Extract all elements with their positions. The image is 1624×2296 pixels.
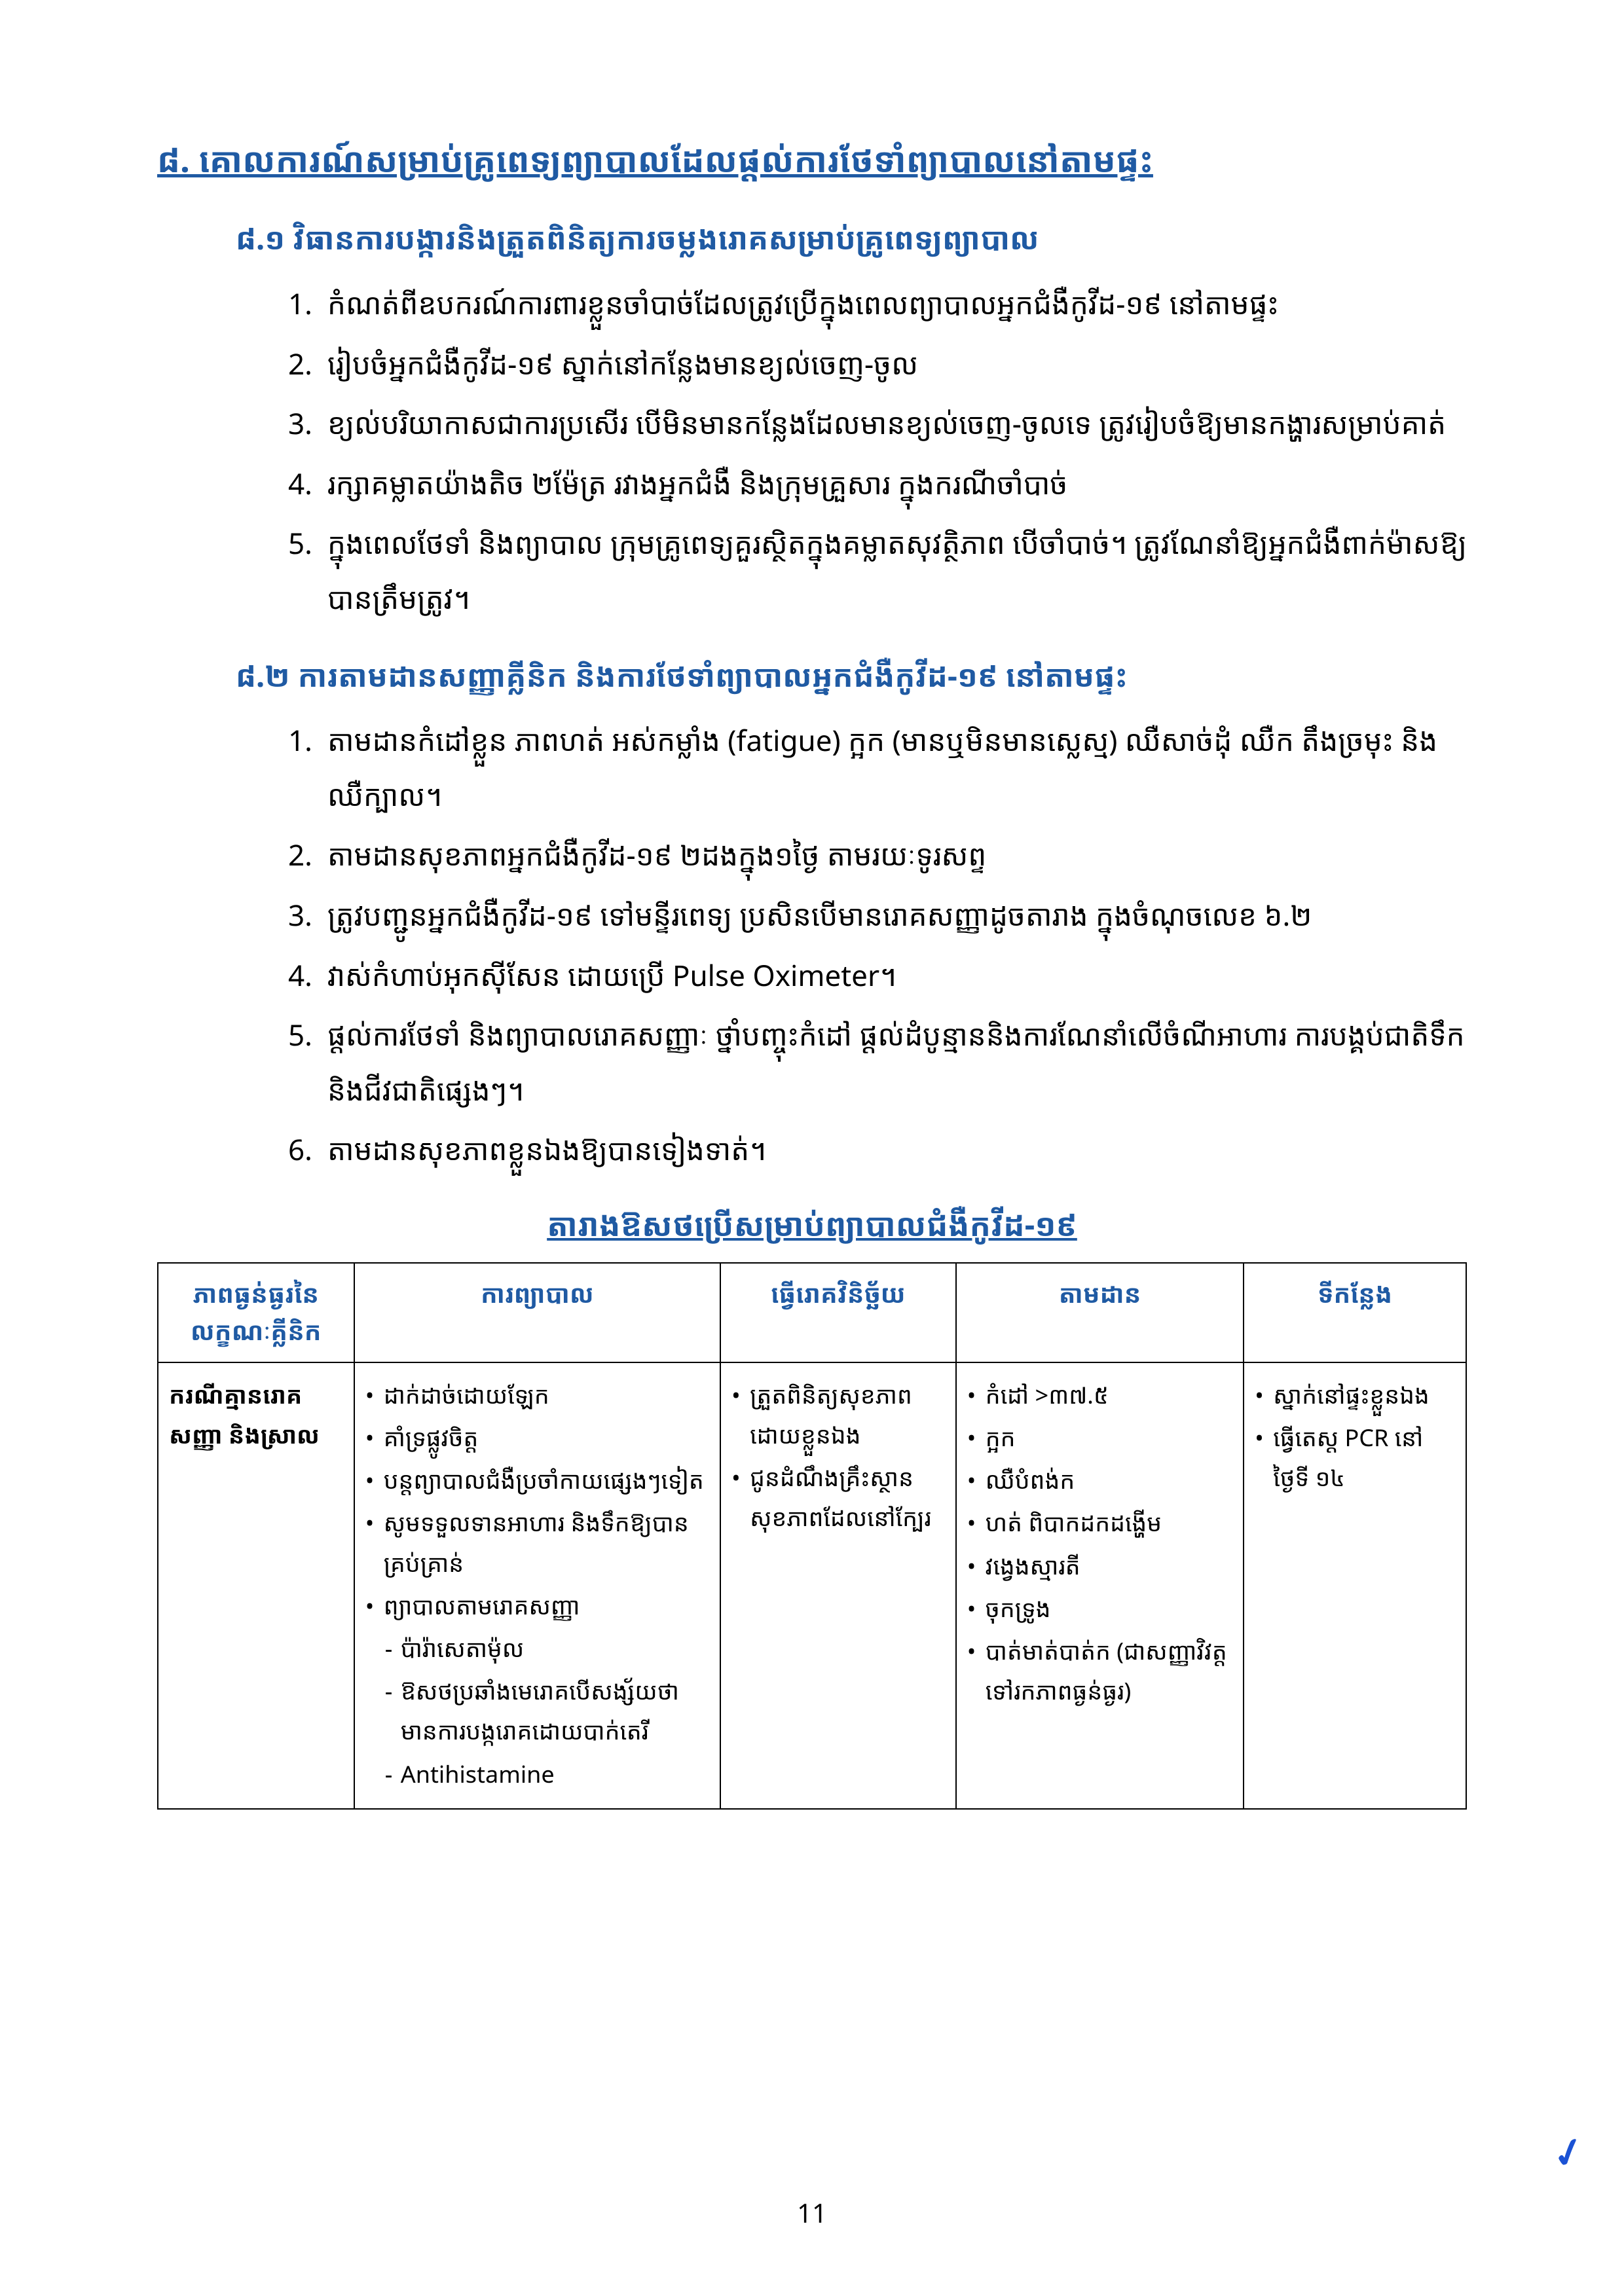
list-text: រក្សាគម្លាតយ៉ាងតិច ២ម៉ែត្រ រវាងអ្នកជំងឺ …: [327, 456, 1467, 511]
list-text: តាមដានសុខភាពអ្នកជំងឺកូវីដ-១៩ ២ដងក្នុង១ថ្…: [327, 828, 1467, 883]
row-label: ករណីគ្មានរោគសញ្ញា និងស្រាល: [158, 1362, 354, 1809]
list-text: ខ្យល់បរិយាកាសជាការប្រសើរ បើមិនមានកន្លែងដ…: [327, 396, 1467, 451]
signature-mark: ✓: [1545, 2121, 1591, 2181]
bullet-item: ជូនដំណឹងគ្រឹះស្ថានសុខភាពដែលនៅក្បែរ: [731, 1457, 945, 1537]
list-text: វាស់កំហាប់អុកស៊ីសែន ដោយប្រើ Pulse Oximet…: [327, 948, 1467, 1003]
list-text: ក្នុងពេលថែទាំ និងព្យាបាល ក្រុមគ្រូពេទ្យគ…: [327, 516, 1467, 625]
page-number: 11: [0, 2195, 1624, 2231]
table-header: ទីកន្លែង: [1244, 1263, 1466, 1362]
list-text: តាមដានកំដៅខ្លួន ភាពហត់ អស់កម្លាំង (fatig…: [327, 713, 1467, 822]
list-number: 4.: [288, 948, 327, 1003]
table-header: ធ្វើរោគវិនិច្ឆ័យ: [720, 1263, 956, 1362]
bullet-item: បន្តព្យាបាលជំងឺប្រចាំកាយផ្សេងៗទៀត: [365, 1460, 709, 1500]
bullet-item: ចុកទ្រូង: [967, 1588, 1233, 1628]
monitoring-cell: កំដៅ >៣៧.៥ ក្អក ឈឺបំពង់ក ហត់ ពិបាកដកដង្ហ…: [956, 1362, 1244, 1809]
list-number: 3.: [288, 396, 327, 451]
list-number: 5.: [288, 1008, 327, 1117]
bullet-item: កំដៅ >៣៧.៥: [967, 1375, 1233, 1415]
list-text: ត្រូវបញ្ជូនអ្នកជំងឺកូវីដ-១៩ ទៅមន្ទីរពេទ្…: [327, 888, 1467, 943]
location-cell: ស្នាក់នៅផ្ទះខ្លួនឯង ធ្វើតេស្ត PCR នៅថ្ងៃ…: [1244, 1362, 1466, 1809]
bullet-item: ក្អក: [967, 1417, 1233, 1457]
sub-bullet-item: ប៉ារ៉ាសេតាម៉ុល: [385, 1628, 709, 1668]
table-header: ការព្យាបាល: [354, 1263, 720, 1362]
bullet-item: សូមទទួលទានអាហារ និងទឹកឱ្យបានគ្រប់គ្រាន់: [365, 1503, 709, 1582]
bullet-item: បាត់មាត់បាត់ក (ជាសញ្ញាវិវត្តទៅរកភាពធ្ងន់…: [967, 1631, 1233, 1711]
table-row: ករណីគ្មានរោគសញ្ញា និងស្រាល ដាក់ដាច់ដោយឡែ…: [158, 1362, 1466, 1809]
bullet-item: ហត់ ពិបាកដកដង្ហើម: [967, 1503, 1233, 1542]
bullet-item: វង្វេងស្មារតី: [967, 1546, 1233, 1586]
section-8-1-list: 1.កំណត់ពីឧបករណ៍ការពារខ្លួនចាំបាច់ដែលត្រូ…: [288, 276, 1467, 626]
bullet-item: ស្នាក់នៅផ្ទះខ្លួនឯង: [1255, 1375, 1455, 1415]
treatment-cell: ដាក់ដាច់ដោយឡែក គាំទ្រផ្លូវចិត្ត បន្តព្យា…: [354, 1362, 720, 1809]
section-8-1-title: ៨.១ វិធានការបង្ការនិងត្រួតពិនិត្យការចម្ល…: [236, 215, 1467, 263]
list-number: 1.: [288, 276, 327, 331]
bullet-item: ព្យាបាលតាមរោគសញ្ញា: [365, 1586, 709, 1626]
sub-bullet-item: Antihistamine: [385, 1754, 709, 1794]
list-number: 5.: [288, 516, 327, 625]
table-header: តាមដាន: [956, 1263, 1244, 1362]
list-number: 1.: [288, 713, 327, 822]
list-number: 4.: [288, 456, 327, 511]
list-number: 6.: [288, 1122, 327, 1177]
bullet-item: គាំទ្រផ្លូវចិត្ត: [365, 1417, 709, 1457]
main-heading: ៨. គោលការណ៍សម្រាប់គ្រូពេទ្យព្យាបាលដែលផ្ដ…: [157, 131, 1467, 189]
list-text: កំណត់ពីឧបករណ៍ការពារខ្លួនចាំបាច់ដែលត្រូវប…: [327, 276, 1467, 331]
section-8-2-title: ៨.២ ការតាមដានសញ្ញាគ្លីនិក និងការថែទាំព្យ…: [236, 652, 1467, 701]
list-text: តាមដានសុខភាពខ្លួនឯងឱ្យបានទៀងទាត់។: [327, 1122, 1467, 1177]
bullet-item: ដាក់ដាច់ដោយឡែក: [365, 1375, 709, 1415]
list-number: 2.: [288, 337, 327, 392]
list-number: 2.: [288, 828, 327, 883]
sub-bullet-item: ឱសថប្រឆាំងមេរោគបើសង្ស័យថាមានការបង្ករោគដោ…: [385, 1671, 709, 1751]
section-8-2-list: 1.តាមដានកំដៅខ្លួន ភាពហត់ អស់កម្លាំង (fat…: [288, 713, 1467, 1177]
table-header: ភាពធ្ងន់ធ្ងរនៃលក្ខណៈគ្លីនិក: [158, 1263, 354, 1362]
medication-table: ភាពធ្ងន់ធ្ងរនៃលក្ខណៈគ្លីនិក ការព្យាបាល ធ…: [157, 1262, 1467, 1810]
list-text: ផ្ដល់ការថែទាំ និងព្យាបាលរោគសញ្ញាៈ ថ្នាំប…: [327, 1008, 1467, 1117]
bullet-item: ត្រួតពិនិត្យសុខភាពដោយខ្លួនឯង: [731, 1375, 945, 1455]
list-number: 3.: [288, 888, 327, 943]
list-text: រៀបចំអ្នកជំងឺកូវីដ-១៩ ស្នាក់នៅកន្លែងមានខ…: [327, 337, 1467, 392]
bullet-item: ធ្វើតេស្ត PCR នៅថ្ងៃទី ១៤: [1255, 1417, 1455, 1497]
bullet-item: ឈឺបំពង់ក: [967, 1460, 1233, 1500]
diagnosis-cell: ត្រួតពិនិត្យសុខភាពដោយខ្លួនឯង ជូនដំណឹងគ្រ…: [720, 1362, 956, 1809]
table-title: តារាងឱសថប្រើសម្រាប់ព្យាបាលជំងឺកូវីដ-១៩: [157, 1203, 1467, 1246]
